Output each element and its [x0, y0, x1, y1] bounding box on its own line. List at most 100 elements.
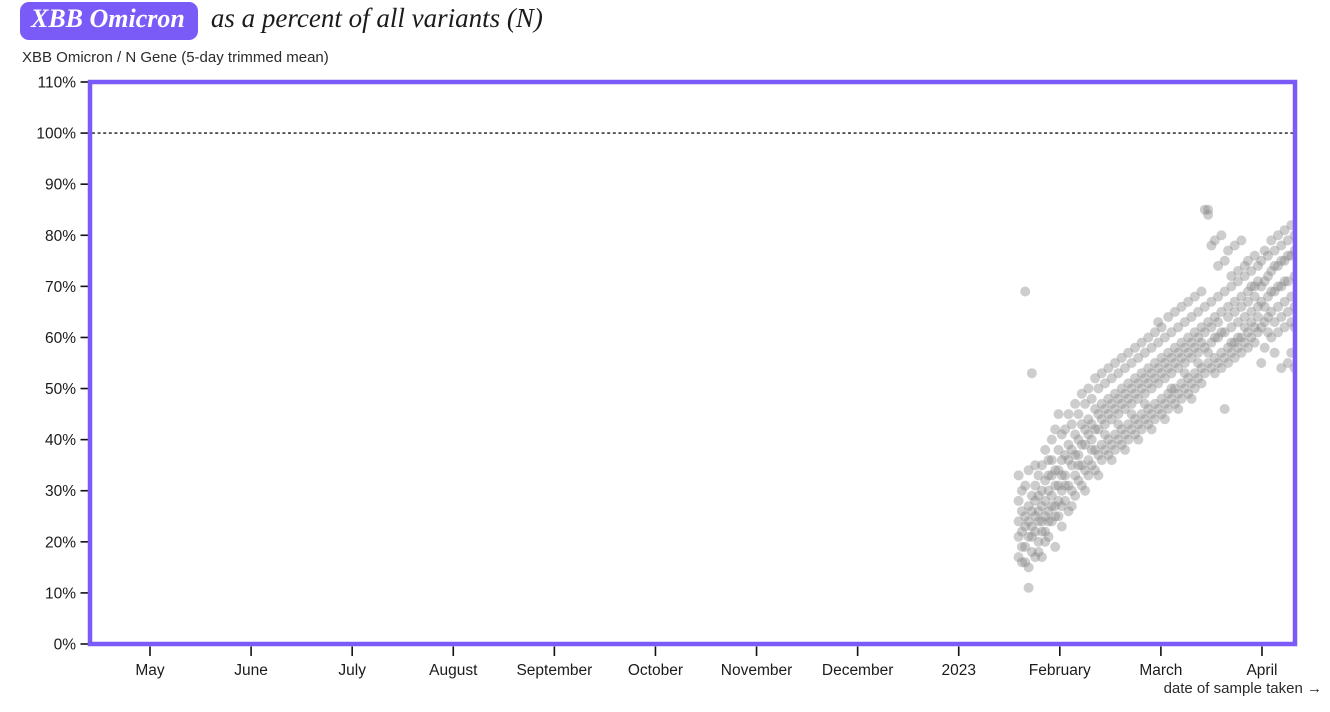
data-point [1100, 404, 1110, 414]
data-point [1249, 281, 1260, 292]
data-point [1213, 260, 1224, 271]
data-point [1203, 204, 1214, 215]
data-point [1130, 414, 1140, 425]
data-point [1113, 409, 1124, 420]
data-point [1136, 368, 1147, 379]
data-point [1246, 317, 1257, 328]
data-point [1183, 296, 1194, 307]
data-point [1239, 312, 1250, 322]
data-point [1223, 245, 1234, 256]
data-point [1050, 424, 1061, 435]
y-tick-label: 60% [45, 330, 76, 347]
data-point [1133, 378, 1144, 389]
data-point [1233, 276, 1243, 287]
data-point [1229, 296, 1240, 307]
data-point [1163, 312, 1174, 322]
x-tick-label: December [822, 662, 894, 679]
data-point [1143, 378, 1154, 389]
data-point [1040, 511, 1051, 522]
data-point [1026, 521, 1037, 532]
data-point [1103, 450, 1114, 460]
y-tick-label: 10% [45, 585, 76, 602]
data-point [1066, 485, 1077, 496]
data-point [1020, 521, 1031, 532]
data-point [1076, 439, 1087, 450]
data-point [1276, 281, 1287, 292]
data-point [1219, 352, 1230, 363]
data-point [1093, 424, 1104, 435]
data-point [1253, 260, 1263, 271]
data-point [1070, 450, 1081, 460]
data-point [1040, 536, 1051, 547]
data-point [1123, 347, 1134, 358]
data-point [1259, 245, 1270, 256]
data-point [1090, 444, 1101, 455]
data-point [1123, 393, 1134, 404]
data-point [1269, 245, 1280, 256]
data-point [1013, 495, 1024, 506]
data-point [1073, 450, 1084, 460]
y-tick-label: 80% [45, 228, 76, 245]
data-point [1153, 337, 1164, 348]
data-point [1056, 455, 1067, 466]
data-point [1139, 398, 1150, 409]
data-point [1080, 424, 1091, 435]
data-point [1133, 352, 1144, 363]
data-point [1166, 327, 1177, 338]
data-point [1226, 271, 1237, 282]
data-point [1216, 230, 1227, 241]
data-point [1143, 419, 1154, 430]
data-point [1199, 204, 1210, 215]
data-point [1246, 281, 1257, 292]
data-point [1083, 383, 1094, 394]
data-point [1163, 347, 1174, 358]
data-point [1046, 516, 1057, 527]
data-point [1193, 358, 1204, 368]
data-point [1116, 398, 1127, 409]
data-point [1076, 419, 1087, 430]
data-point [1159, 398, 1170, 409]
data-point [1106, 373, 1117, 384]
data-point [1203, 358, 1214, 368]
data-point [1282, 235, 1293, 246]
data-point [1130, 388, 1140, 399]
data-point [1020, 480, 1031, 491]
data-point [1273, 230, 1283, 241]
data-point [1179, 358, 1190, 368]
data-point [1063, 439, 1074, 450]
data-point [1066, 444, 1077, 455]
data-point [1023, 531, 1034, 542]
data-point [1153, 317, 1164, 328]
data-point [1016, 557, 1027, 568]
data-point [1236, 347, 1247, 358]
data-point [1276, 312, 1287, 322]
data-point [1266, 266, 1277, 276]
data-point [1123, 378, 1134, 389]
data-point [1050, 501, 1061, 512]
data-point [1243, 286, 1253, 297]
data-point [1056, 501, 1067, 512]
data-point [1176, 337, 1187, 348]
data-point [1236, 332, 1247, 343]
x-axis-label: date of sample taken → [1163, 680, 1322, 697]
data-point [1033, 547, 1044, 557]
data-point [1020, 511, 1031, 522]
data-point [1173, 404, 1184, 414]
data-point [1023, 516, 1034, 527]
data-point [1273, 281, 1283, 292]
data-point [1259, 301, 1270, 312]
data-point [1083, 455, 1094, 466]
data-point [1263, 312, 1273, 322]
data-point [1103, 393, 1114, 404]
data-point [1266, 306, 1277, 317]
data-point [1276, 255, 1287, 266]
data-point [1279, 225, 1290, 236]
data-point [1223, 301, 1234, 312]
data-point [1176, 378, 1187, 389]
data-point [1086, 434, 1097, 445]
data-point [1289, 363, 1293, 373]
data-point [1056, 485, 1067, 496]
data-point [1120, 404, 1130, 414]
data-point [1073, 460, 1084, 471]
data-point [1050, 465, 1061, 476]
